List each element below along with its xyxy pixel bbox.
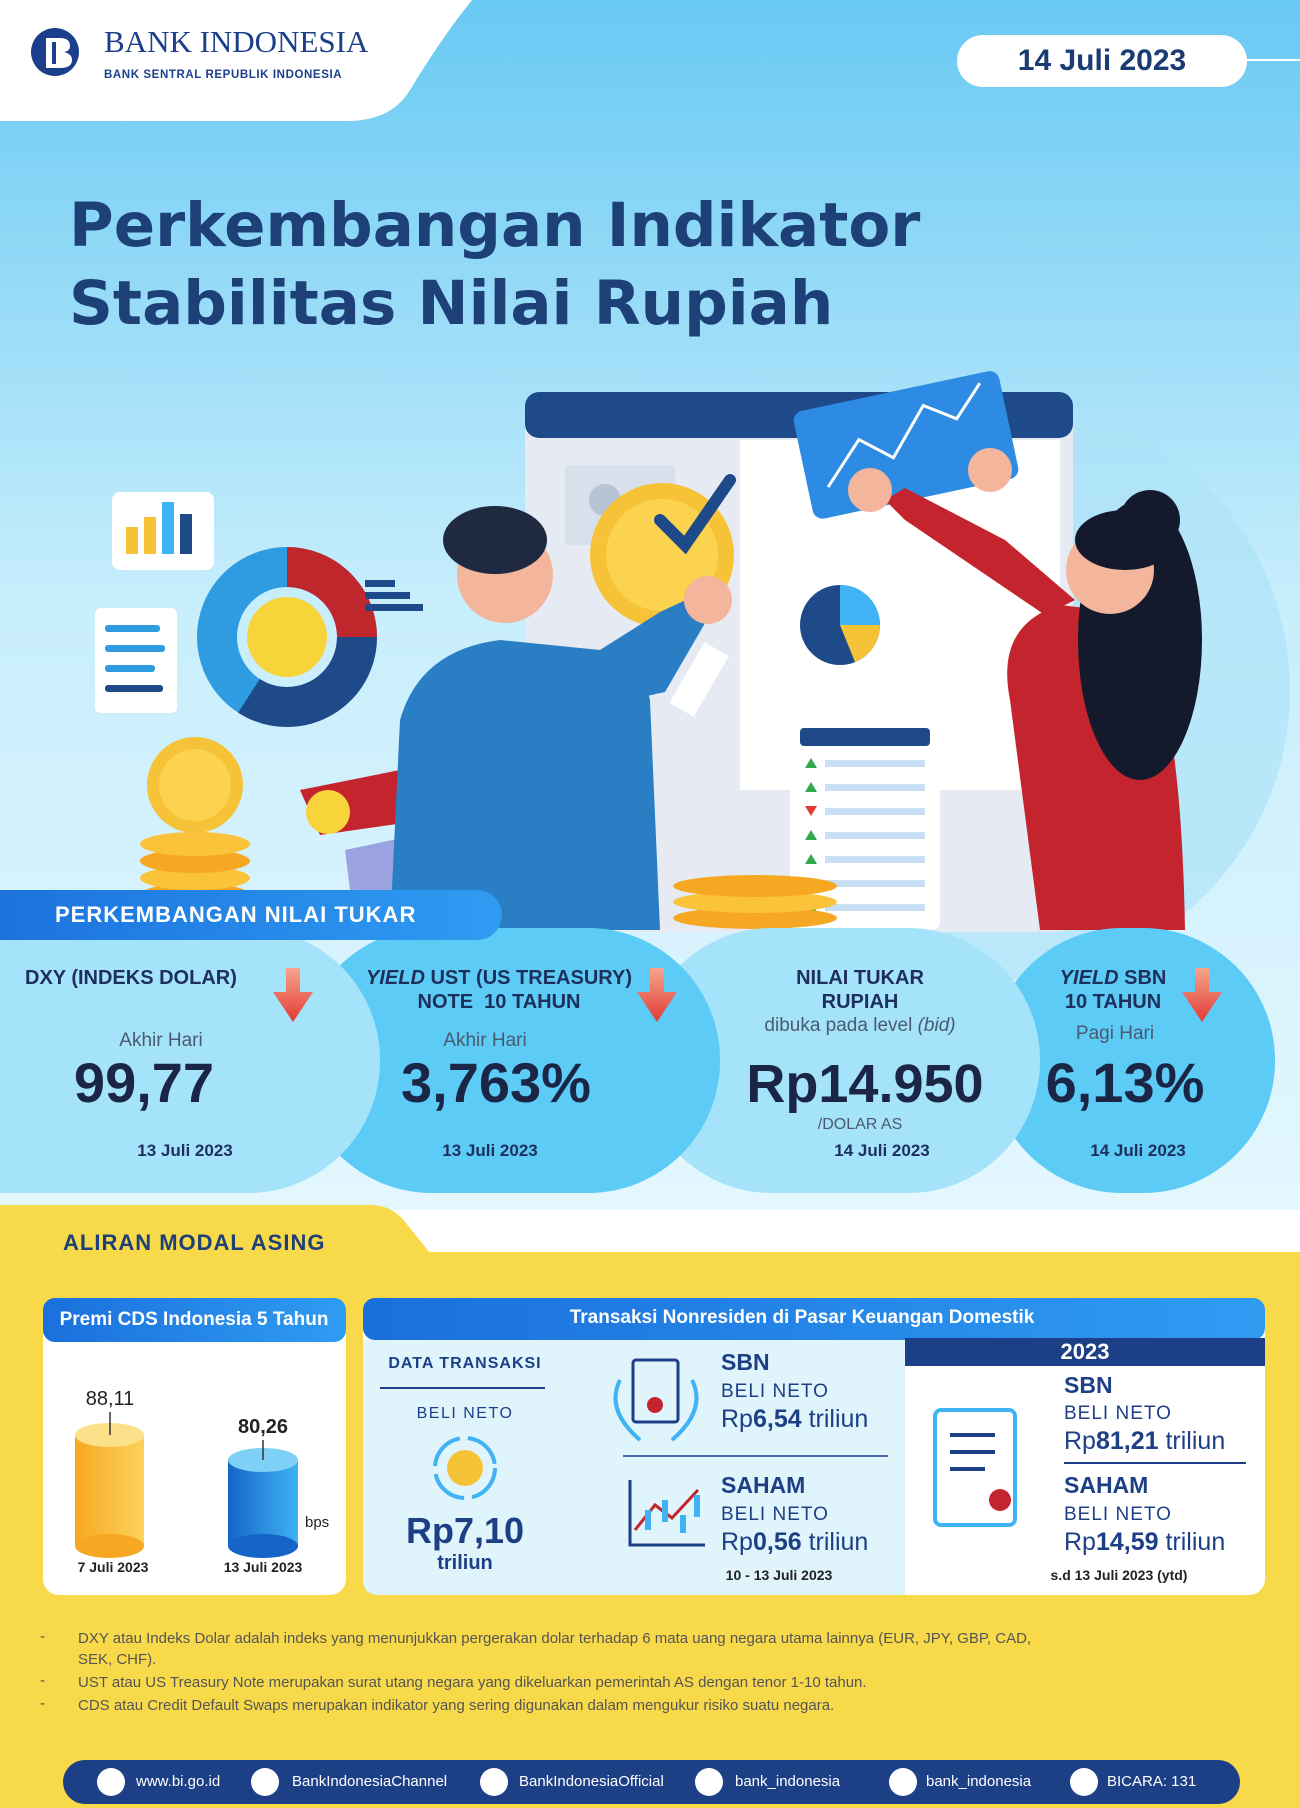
amount: 6,54: [752, 1405, 802, 1433]
card-title: YIELD SBN 10 TAHUN: [1060, 966, 1167, 1014]
card-date: 14 Juli 2023: [834, 1141, 930, 1160]
ytd-year: 2023: [1060, 1339, 1110, 1364]
card-title-line: SBN: [1124, 967, 1167, 989]
title: Stabilitas Nilai Rupiah: [69, 268, 834, 339]
weekly-label: BELI NETO: [721, 1504, 829, 1525]
note: CDS atau Credit Default Swaps merupakan …: [78, 1697, 835, 1714]
transactions-title: Transaksi Nonresiden di Pasar Keuangan D…: [569, 1307, 1035, 1328]
ytd-name: SAHAM: [1064, 1472, 1149, 1498]
weekly-amount: Rp0,56 triliun: [721, 1528, 868, 1557]
weekly-label: BELI NETO: [721, 1381, 829, 1402]
section-heading: PERKEMBANGAN NILAI TUKAR: [55, 902, 417, 927]
bank-subtitle: BANK SENTRAL REPUBLIK INDONESIA: [104, 69, 343, 81]
section-heading: ALIRAN MODAL ASING: [63, 1230, 326, 1255]
ytd-amount: Rp14,59 triliun: [1064, 1528, 1225, 1557]
card-subtitle: Akhir Hari: [443, 1030, 527, 1051]
ytd-amount: Rp81,21 triliun: [1064, 1427, 1225, 1456]
card-subtitle: dibuka pada level (bid): [764, 1015, 955, 1037]
currency: Rp: [721, 1405, 753, 1433]
card-date: 14 Juli 2023: [1090, 1141, 1186, 1160]
note: DXY atau Indeks Dolar adalah indeks yang…: [78, 1630, 1032, 1668]
ytd-label: BELI NETO: [1064, 1403, 1172, 1424]
bullet: -: [40, 1672, 45, 1689]
currency: Rp: [1064, 1427, 1096, 1455]
cds-date: 7 Juli 2023: [77, 1559, 149, 1575]
summary-amount: Rp7,10: [405, 1510, 525, 1551]
card-title-italic: YIELD: [366, 967, 425, 989]
card-date: 13 Juli 2023: [442, 1141, 538, 1160]
ytd-period: s.d 13 Juli 2023 (ytd): [1050, 1567, 1188, 1583]
card-title-line: NOTE 10 TAHUN: [417, 991, 581, 1013]
card-title-line: RUPIAH: [821, 991, 899, 1013]
card-subtitle: Pagi Hari: [1075, 1023, 1155, 1044]
currency: Rp: [721, 1528, 753, 1556]
ytd-label: BELI NETO: [1064, 1504, 1172, 1525]
cds-unit: bps: [305, 1514, 330, 1531]
footer-link[interactable]: bank_indonesia: [926, 1773, 1032, 1790]
amount: 81,21: [1095, 1427, 1159, 1455]
card-title-line: UST (US TREASURY): [430, 967, 632, 989]
card-title: YIELD UST (US TREASURY) NOTE 10 TAHUN: [366, 966, 632, 1014]
footer-link[interactable]: bank_indonesia: [735, 1773, 841, 1790]
title: Perkembangan Indikator: [69, 190, 921, 261]
cds-date: 13 Juli 2023: [223, 1559, 303, 1575]
card-title-line: NILAI TUKAR: [796, 967, 924, 989]
card-subtitle-italic: (bid): [917, 1015, 956, 1036]
summary-unit: triliun: [437, 1552, 493, 1574]
card-subtitle-text: dibuka pada level: [764, 1015, 913, 1036]
weekly-period: 10 - 13 Juli 2023: [725, 1567, 833, 1583]
footer-link[interactable]: BICARA: 131: [1107, 1773, 1197, 1790]
date: 14 Juli 2023: [1017, 44, 1187, 77]
unit: triliun: [1165, 1427, 1226, 1455]
amount: 0,56: [752, 1528, 802, 1556]
card-title: DXY (INDEKS DOLAR): [25, 967, 237, 989]
currency: Rp: [1064, 1528, 1096, 1556]
note: UST atau US Treasury Note merupakan sura…: [78, 1674, 867, 1691]
summary-heading: DATA TRANSAKSI: [388, 1355, 542, 1372]
footer-link[interactable]: BankIndonesiaChannel: [292, 1773, 448, 1790]
weekly-amount: Rp6,54 triliun: [721, 1405, 868, 1434]
weekly-name: SAHAM: [721, 1472, 806, 1498]
card-value: 6,13%: [1045, 1051, 1205, 1114]
amount: 14,59: [1095, 1528, 1159, 1556]
card-title-line: 10 TAHUN: [1064, 991, 1162, 1013]
cds-label: 80,26: [237, 1416, 289, 1438]
ytd-name: SBN: [1064, 1372, 1113, 1398]
cds-title: Premi CDS Indonesia 5 Tahun: [59, 1309, 329, 1330]
bullet: -: [40, 1628, 45, 1645]
footer-link[interactable]: BankIndonesiaOfficial: [519, 1773, 664, 1790]
cds-label: 88,11: [85, 1388, 135, 1410]
unit: triliun: [808, 1528, 869, 1556]
bank-name: BANK INDONESIA: [104, 24, 369, 59]
unit: triliun: [1165, 1528, 1226, 1556]
weekly-name: SBN: [721, 1349, 770, 1375]
card-title: NILAI TUKAR RUPIAH: [796, 966, 924, 1014]
card-value: 99,77: [73, 1051, 215, 1114]
card-title-italic: YIELD: [1059, 967, 1119, 989]
unit: triliun: [808, 1405, 869, 1433]
summary-label: BELI NETO: [416, 1405, 514, 1422]
bullet: -: [40, 1695, 45, 1712]
card-value: Rp14.950: [746, 1054, 984, 1114]
card-date: 13 Juli 2023: [137, 1141, 233, 1160]
card-value: 3,763%: [401, 1051, 591, 1114]
card-unit: /DOLAR AS: [817, 1116, 903, 1133]
footer-link[interactable]: www.bi.go.id: [136, 1773, 221, 1790]
card-subtitle: Akhir Hari: [119, 1030, 203, 1051]
